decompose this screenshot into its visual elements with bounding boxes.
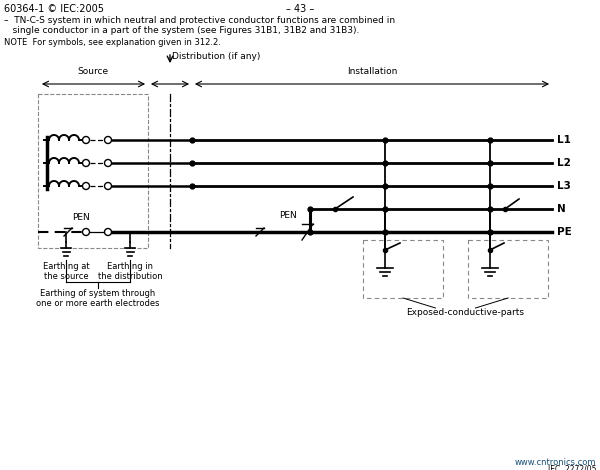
Text: 60364-1 © IEC:2005: 60364-1 © IEC:2005 <box>4 4 104 14</box>
Text: single conductor in a part of the system (see Figures 31B1, 31B2 and 31B3).: single conductor in a part of the system… <box>4 26 359 35</box>
Circle shape <box>104 228 112 235</box>
Text: –  TN-C-S system in which neutral and protective conductor functions are combine: – TN-C-S system in which neutral and pro… <box>4 16 395 25</box>
Text: PEN: PEN <box>72 213 90 222</box>
Text: IEC  2272/05: IEC 2272/05 <box>548 465 596 470</box>
Circle shape <box>83 159 89 166</box>
Text: Earthing in
the distribution: Earthing in the distribution <box>98 262 163 282</box>
Text: NOTE  For symbols, see explanation given in 312.2.: NOTE For symbols, see explanation given … <box>4 38 221 47</box>
Text: Installation: Installation <box>347 67 397 76</box>
Text: Distribution (if any): Distribution (if any) <box>172 52 260 61</box>
Text: www.cntronics.com: www.cntronics.com <box>515 458 596 467</box>
Text: N: N <box>557 204 566 214</box>
Text: Earthing of system through
one or more earth electrodes: Earthing of system through one or more e… <box>36 289 160 308</box>
Circle shape <box>104 136 112 143</box>
Text: L2: L2 <box>557 158 571 168</box>
Text: – 43 –: – 43 – <box>286 4 314 14</box>
Bar <box>363 240 443 298</box>
Circle shape <box>83 182 89 189</box>
Circle shape <box>104 159 112 166</box>
Text: Exposed-conductive-parts: Exposed-conductive-parts <box>407 308 524 317</box>
Text: Source: Source <box>77 67 109 76</box>
Text: PE: PE <box>557 227 572 237</box>
Text: L3: L3 <box>557 181 571 191</box>
Text: L1: L1 <box>557 135 571 145</box>
Bar <box>468 240 548 298</box>
Circle shape <box>104 182 112 189</box>
Text: PEN: PEN <box>279 211 297 220</box>
Text: Earthing at
the source: Earthing at the source <box>43 262 89 282</box>
Circle shape <box>83 136 89 143</box>
Circle shape <box>83 228 89 235</box>
